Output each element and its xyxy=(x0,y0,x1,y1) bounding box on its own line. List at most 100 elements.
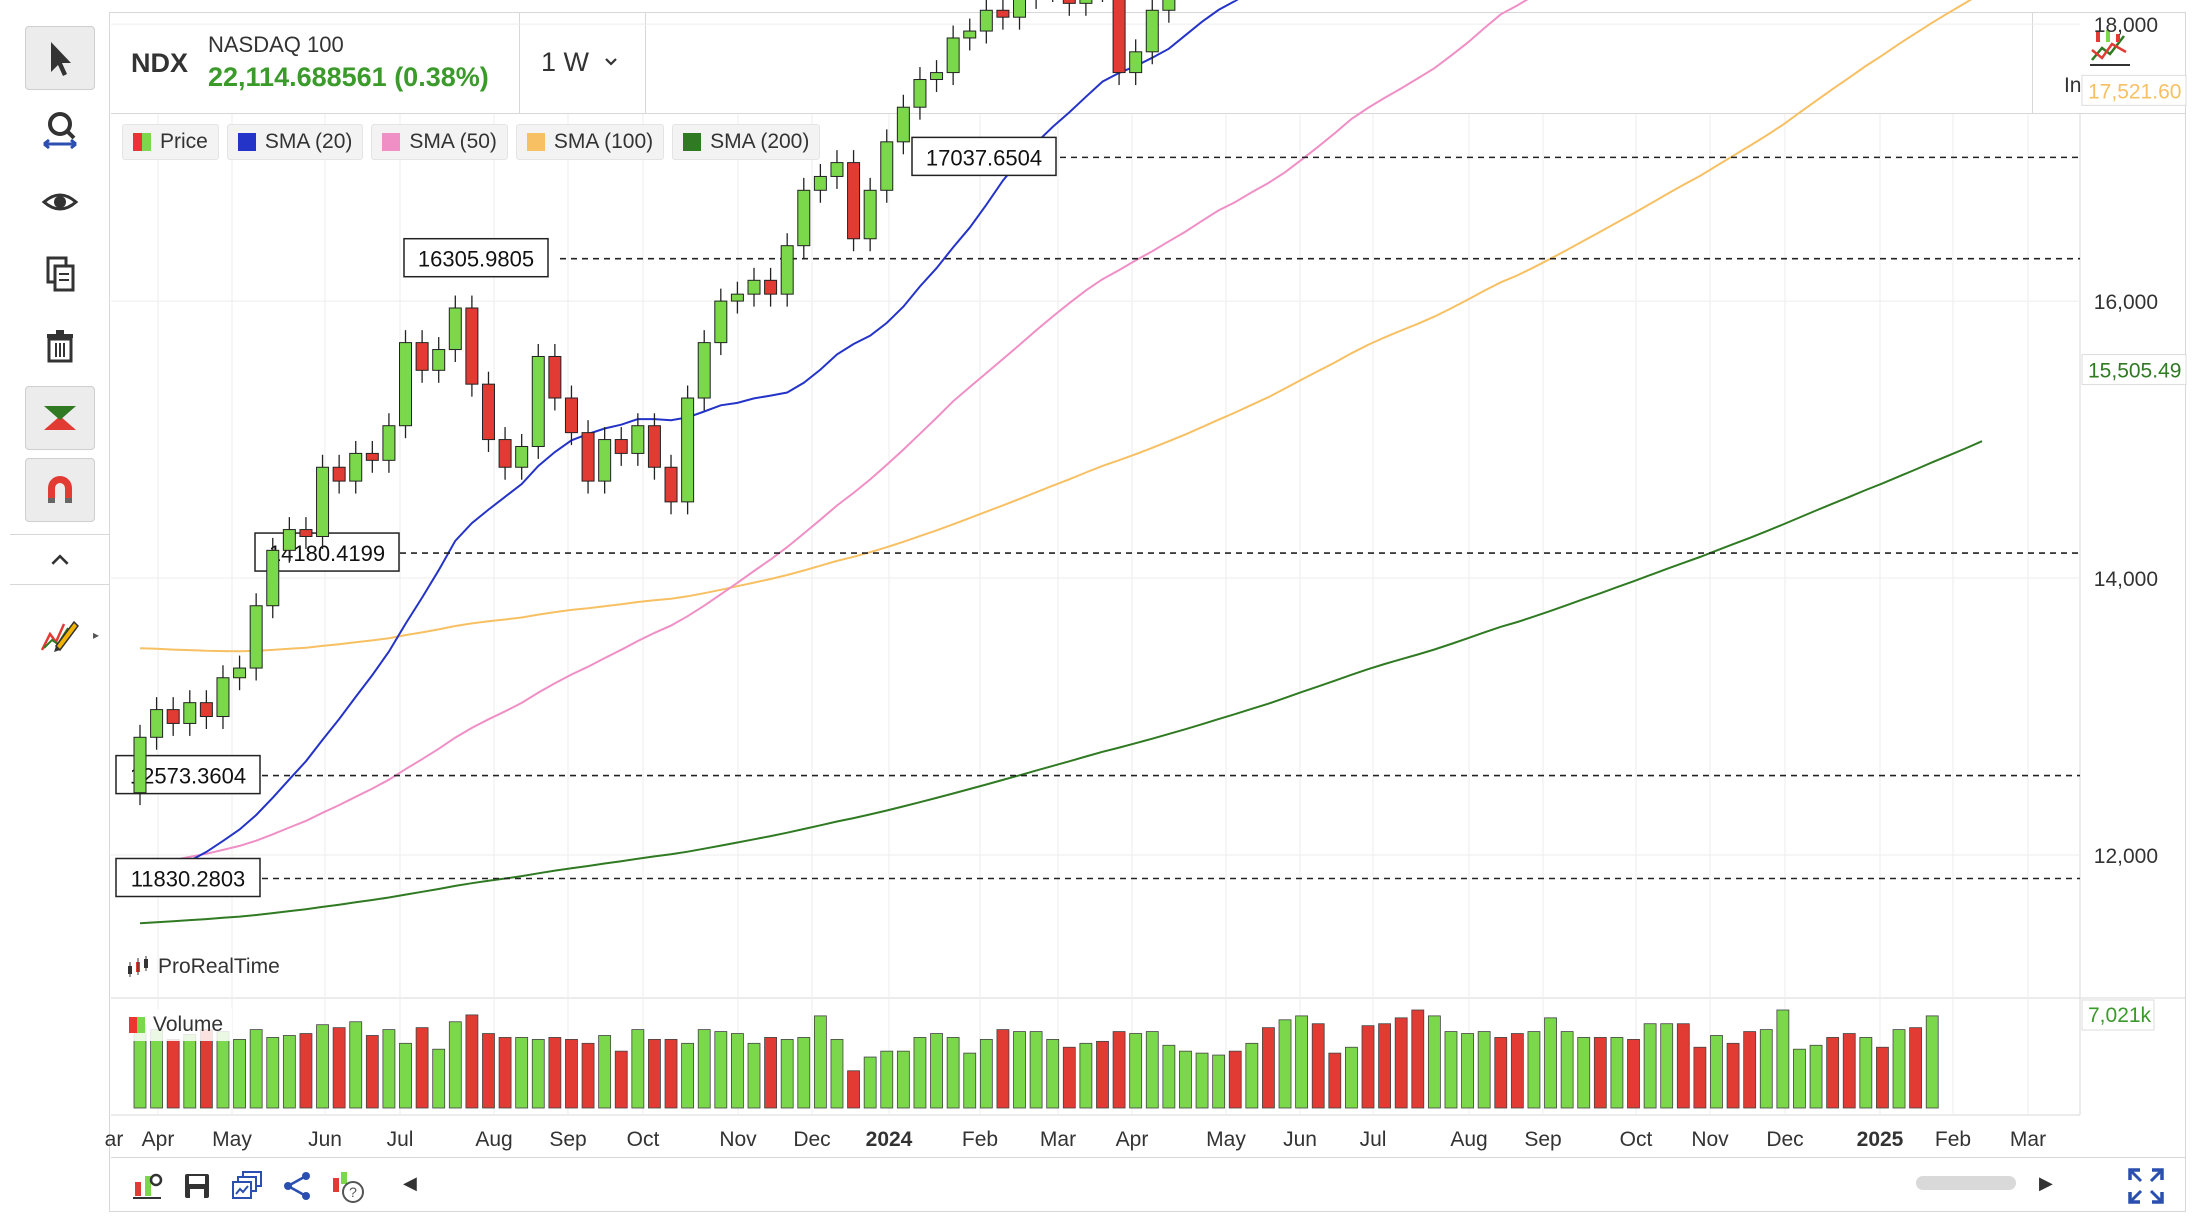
header-divider xyxy=(645,12,646,114)
volume-bar xyxy=(1262,1027,1275,1109)
scrollbar-thumb[interactable] xyxy=(1916,1176,2016,1190)
horizontal-scrollbar[interactable] xyxy=(431,1181,2151,1189)
volume-bar xyxy=(1195,1052,1209,1109)
volume-bar xyxy=(199,1029,213,1109)
time-axis-label: Sep xyxy=(549,1128,586,1151)
volume-bar xyxy=(1411,1009,1425,1109)
volume-bar xyxy=(797,1037,811,1109)
sma50-swatch xyxy=(382,133,401,151)
price-level-label: 17037.6504 xyxy=(926,145,1042,170)
candle-body xyxy=(349,452,363,482)
price-level-label: 16305.9805 xyxy=(418,247,534,272)
volume-bar xyxy=(1710,1035,1723,1109)
visibility-tool-button[interactable] xyxy=(25,170,95,234)
candle-body xyxy=(714,300,728,344)
scroll-left-button[interactable]: ◀ xyxy=(403,1173,417,1193)
candle-body xyxy=(548,355,562,399)
time-axis-label: May xyxy=(212,1128,252,1151)
legend-sma200-label: SMA (200) xyxy=(710,130,810,153)
candle-body xyxy=(515,445,529,468)
fullscreen-button[interactable] xyxy=(2126,1166,2166,1206)
volume-bar xyxy=(415,1027,429,1109)
volume-bar xyxy=(1494,1037,1508,1109)
candle-body xyxy=(963,30,977,39)
volume-bar xyxy=(349,1021,363,1109)
volume-legend[interactable]: Volume xyxy=(120,1009,233,1041)
chart-settings-button[interactable] xyxy=(127,1166,167,1206)
volume-bar xyxy=(432,1048,446,1109)
save-button[interactable] xyxy=(177,1166,217,1206)
candle-body xyxy=(979,9,993,32)
share-button[interactable] xyxy=(277,1166,317,1206)
legend-sma50[interactable]: SMA (50) xyxy=(371,124,508,160)
volume-bar xyxy=(233,1039,246,1109)
volume-bar xyxy=(1129,1033,1143,1109)
candle-body xyxy=(481,383,495,441)
multi-window-icon xyxy=(232,1171,262,1199)
axis-value-label: 17,521.60 xyxy=(2088,80,2181,103)
scroll-right-button[interactable]: ▶ xyxy=(2039,1173,2053,1193)
volume-bar xyxy=(664,1039,678,1109)
price-axis-label: 16,000 xyxy=(2094,291,2158,314)
volume-bar xyxy=(465,1014,479,1109)
candle-body xyxy=(830,162,844,177)
candle-body xyxy=(946,37,960,74)
volume-bar xyxy=(880,1050,894,1109)
volume-bar xyxy=(681,1042,695,1109)
candle-body xyxy=(930,72,944,81)
branding-label: ProRealTime xyxy=(126,955,280,979)
legend-price[interactable]: Price xyxy=(122,124,219,160)
volume-bar xyxy=(565,1039,578,1109)
price-swatch xyxy=(133,133,151,151)
candle-body xyxy=(282,529,296,551)
volume-bar xyxy=(282,1035,296,1109)
volume-bar xyxy=(1096,1040,1109,1109)
volume-bar xyxy=(764,1037,777,1109)
legend-sma20[interactable]: SMA (20) xyxy=(226,124,364,160)
timeframe-selector[interactable]: 1 W xyxy=(541,42,619,82)
volume-bar xyxy=(963,1052,977,1109)
candle-body xyxy=(233,667,247,679)
volume-bar xyxy=(166,1039,180,1109)
time-axis-label: Dec xyxy=(793,1128,830,1151)
legend-sma100[interactable]: SMA (100) xyxy=(515,124,665,160)
volume-bar xyxy=(1676,1023,1690,1109)
zoom-tool-button[interactable] xyxy=(25,98,95,162)
price-level-tag xyxy=(911,136,1057,177)
magnet-tool-button[interactable] xyxy=(25,458,95,522)
magnifier-icon xyxy=(43,112,77,150)
pointer-tool-button[interactable] xyxy=(25,26,95,90)
volume-bar xyxy=(1643,1023,1657,1109)
volume-bar xyxy=(448,1021,462,1109)
cursor-arrow-icon xyxy=(51,42,71,76)
toolbar-divider xyxy=(10,584,110,585)
candle-body xyxy=(1129,51,1143,74)
candle-body xyxy=(847,162,861,240)
candle-body xyxy=(332,466,346,482)
time-axis-label: Feb xyxy=(962,1128,998,1151)
volume-bar xyxy=(648,1039,661,1109)
quote-price: 22,114.688561 (0.38%) xyxy=(208,62,489,92)
copy-tool-button[interactable] xyxy=(25,242,95,306)
candle-body xyxy=(564,397,578,434)
candle-body xyxy=(1112,0,1126,74)
layouts-button[interactable] xyxy=(227,1166,267,1206)
trade-tool-button[interactable] xyxy=(25,386,95,450)
trash-icon xyxy=(47,330,73,363)
magnet-icon xyxy=(48,476,72,503)
help-button[interactable]: ? xyxy=(327,1166,367,1206)
volume-bar xyxy=(1909,1027,1923,1109)
time-axis-label: Sep xyxy=(1524,1128,1561,1151)
drawing-tools-button[interactable]: ▸ xyxy=(25,602,99,666)
price-chart[interactable]: ar Apr May Jun Jul Aug Sep Oct Nov Dec 2024 Feb Mar A… xyxy=(0,0,2196,1157)
delete-tool-button[interactable] xyxy=(25,314,95,378)
candle-body xyxy=(1062,0,1076,4)
sma100-swatch xyxy=(526,133,545,151)
legend-sma200[interactable]: SMA (200) xyxy=(672,124,821,160)
price-level-tag xyxy=(403,237,549,278)
volume-bar xyxy=(1693,1046,1707,1109)
collapse-toolbar-button[interactable] xyxy=(25,542,95,578)
candle-body xyxy=(498,439,512,468)
candle-body xyxy=(133,736,147,794)
